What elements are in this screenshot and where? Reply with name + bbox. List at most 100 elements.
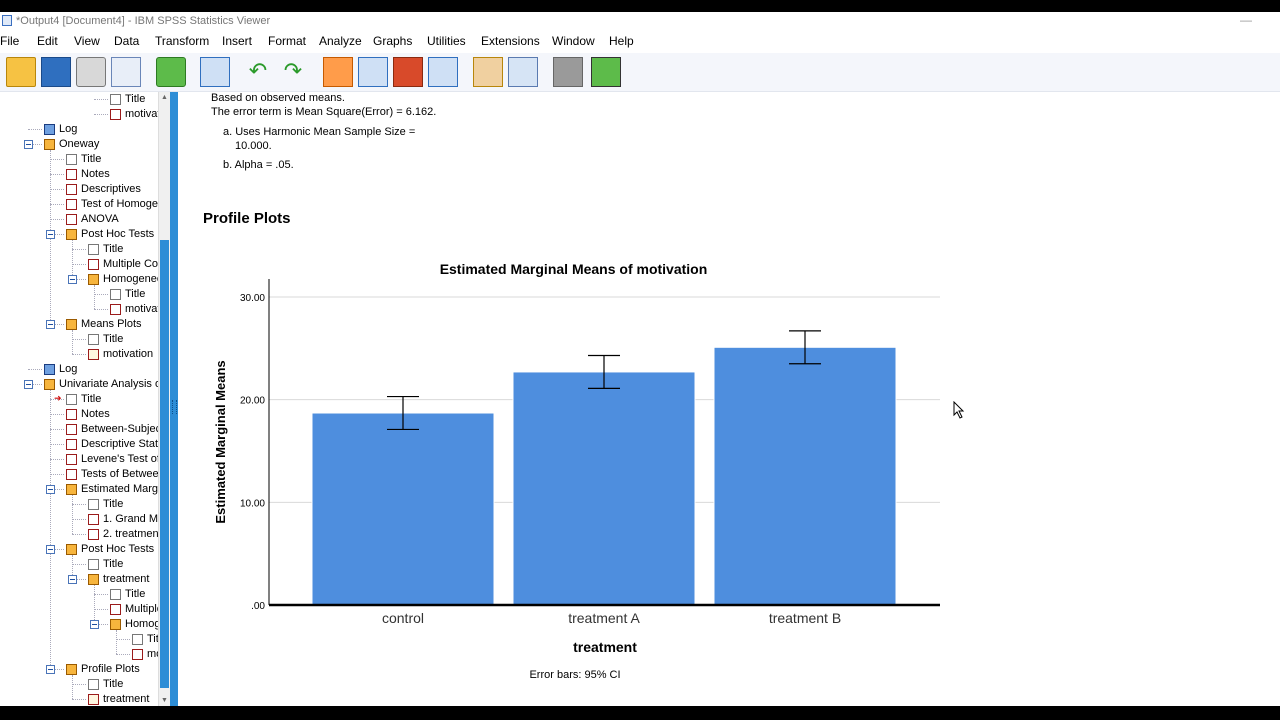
x-tick-label: control [382,610,424,626]
menu-utilities[interactable]: Utilities [427,34,466,48]
hide-icon[interactable] [553,57,583,87]
y-tick-label: 30.00 [240,293,265,304]
outline-item-label: Tests of Between-Subjects Effects [81,468,158,480]
menu-format[interactable]: Format [268,34,307,48]
menu-transform[interactable]: Transform [155,34,210,48]
folder-icon [88,574,99,585]
outline-pane[interactable]: Title motivation Log Oneway Title Notes Descri… [0,92,158,706]
x-tick-label: treatment A [568,610,640,626]
export-icon[interactable] [156,57,186,87]
menu-data[interactable]: Data [114,34,140,48]
collapse-icon[interactable] [46,545,55,554]
y-tick-label: .00 [251,601,265,612]
outline-item-label: Title [81,153,102,165]
collapse-icon[interactable] [24,380,33,389]
tree-connector [116,630,117,654]
outline-item-label: Descriptives [81,183,141,195]
insert-output-icon[interactable] [393,57,423,87]
redo-icon[interactable]: ↷ [283,58,303,83]
bar [311,412,495,606]
pane-splitter[interactable] [170,92,178,706]
print-preview-icon[interactable] [111,57,141,87]
goto-variable-icon[interactable] [358,57,388,87]
minimize-button[interactable]: — [1240,13,1252,27]
collapse-icon[interactable] [90,620,99,629]
add-icon[interactable] [591,57,621,87]
print-icon[interactable] [76,57,106,87]
menu-extensions[interactable]: Extensions [481,34,540,48]
tree-connector [50,324,64,325]
outline-item-label: Title [103,333,124,345]
outline-item-label: Notes [81,168,110,180]
tree-connector [94,99,108,100]
tree-connector [50,474,64,475]
chart-title: Estimated Marginal Means of motivation [440,261,708,277]
tree-connector [28,384,42,385]
tree-connector [72,555,73,579]
menu-file[interactable]: File [0,34,20,48]
outline-item-label: treatment [103,573,150,585]
outline-item-label: Title [125,588,146,600]
outline-item-label: Multiple Comparisons [125,603,158,615]
tree-connector [94,294,108,295]
scroll-up-icon[interactable]: ▲ [161,94,168,101]
outline-item-label: Estimated Marginal Means [81,483,158,495]
tree-connector [50,219,64,220]
profile-plot-chart[interactable]: Estimated Marginal Means of motivation .0… [198,247,958,687]
table-icon [66,214,77,225]
collapse-icon[interactable] [46,320,55,329]
collapse-icon[interactable] [46,665,55,674]
menu-graphs[interactable]: Graphs [373,34,413,48]
collapse-icon[interactable] [24,140,33,149]
tree-connector [50,390,51,669]
table-icon [110,304,121,315]
outline-item-label: motivation [147,648,158,660]
goto-data-icon[interactable] [323,57,353,87]
outline-item-label: Test of Homogeneity of Variances [81,198,158,210]
table-icon [88,259,99,270]
collapse-icon[interactable] [46,485,55,494]
scroll-down-icon[interactable]: ▼ [161,697,168,704]
mouse-cursor-icon [953,401,965,419]
page-icon [88,559,99,570]
note-a-value: 10.000. [235,140,272,152]
outline-scrollbar[interactable]: ▲ ▼ [158,92,170,706]
chart-icon [88,349,99,360]
menu-help[interactable]: Help [609,34,634,48]
menu-edit[interactable]: Edit [37,34,58,48]
table-icon [66,424,77,435]
menu-view[interactable]: View [74,34,100,48]
outline-item-label: Title [125,288,146,300]
collapse-icon[interactable] [46,230,55,239]
menu-window[interactable]: Window [552,34,595,48]
splitter-grip-icon[interactable] [172,400,177,414]
menu-bar: File Edit View Data Transform Insert Format Ana… [0,31,1280,51]
table-icon [66,169,77,180]
tree-connector [72,699,86,700]
note-a: a. Uses Harmonic Mean Sample Size = [223,126,416,138]
collapse-icon[interactable] [68,275,77,284]
recall-dialog-icon[interactable] [200,57,230,87]
open-icon[interactable] [6,57,36,87]
current-item-arrow-icon: ➜ [54,393,62,403]
undo-icon[interactable]: ↶ [248,58,268,83]
collapse-icon[interactable] [68,575,77,584]
spss-viewer-window: *Output4 [Document4] - IBM SPSS Statisti… [0,12,1280,706]
menu-analyze[interactable]: Analyze [319,34,362,48]
menu-insert[interactable]: Insert [222,34,253,48]
outline-item-label: Descriptive Statistics [81,438,158,450]
table-icon [66,184,77,195]
tree-connector [72,339,86,340]
table-icon [88,514,99,525]
outline-item-label: Levene's Test of Equality of Error Varia… [81,453,158,465]
outline-scroll-thumb[interactable] [160,240,169,688]
page-icon [110,94,121,105]
show-all-icon[interactable] [473,57,503,87]
designate-window-icon[interactable] [508,57,538,87]
tree-connector [94,285,95,309]
tree-connector [72,495,73,534]
variables-icon[interactable] [428,57,458,87]
save-icon[interactable] [41,57,71,87]
outline-item-label: Homogeneous Subsets [125,618,158,630]
outline-item-label: 1. Grand Mean [103,513,158,525]
